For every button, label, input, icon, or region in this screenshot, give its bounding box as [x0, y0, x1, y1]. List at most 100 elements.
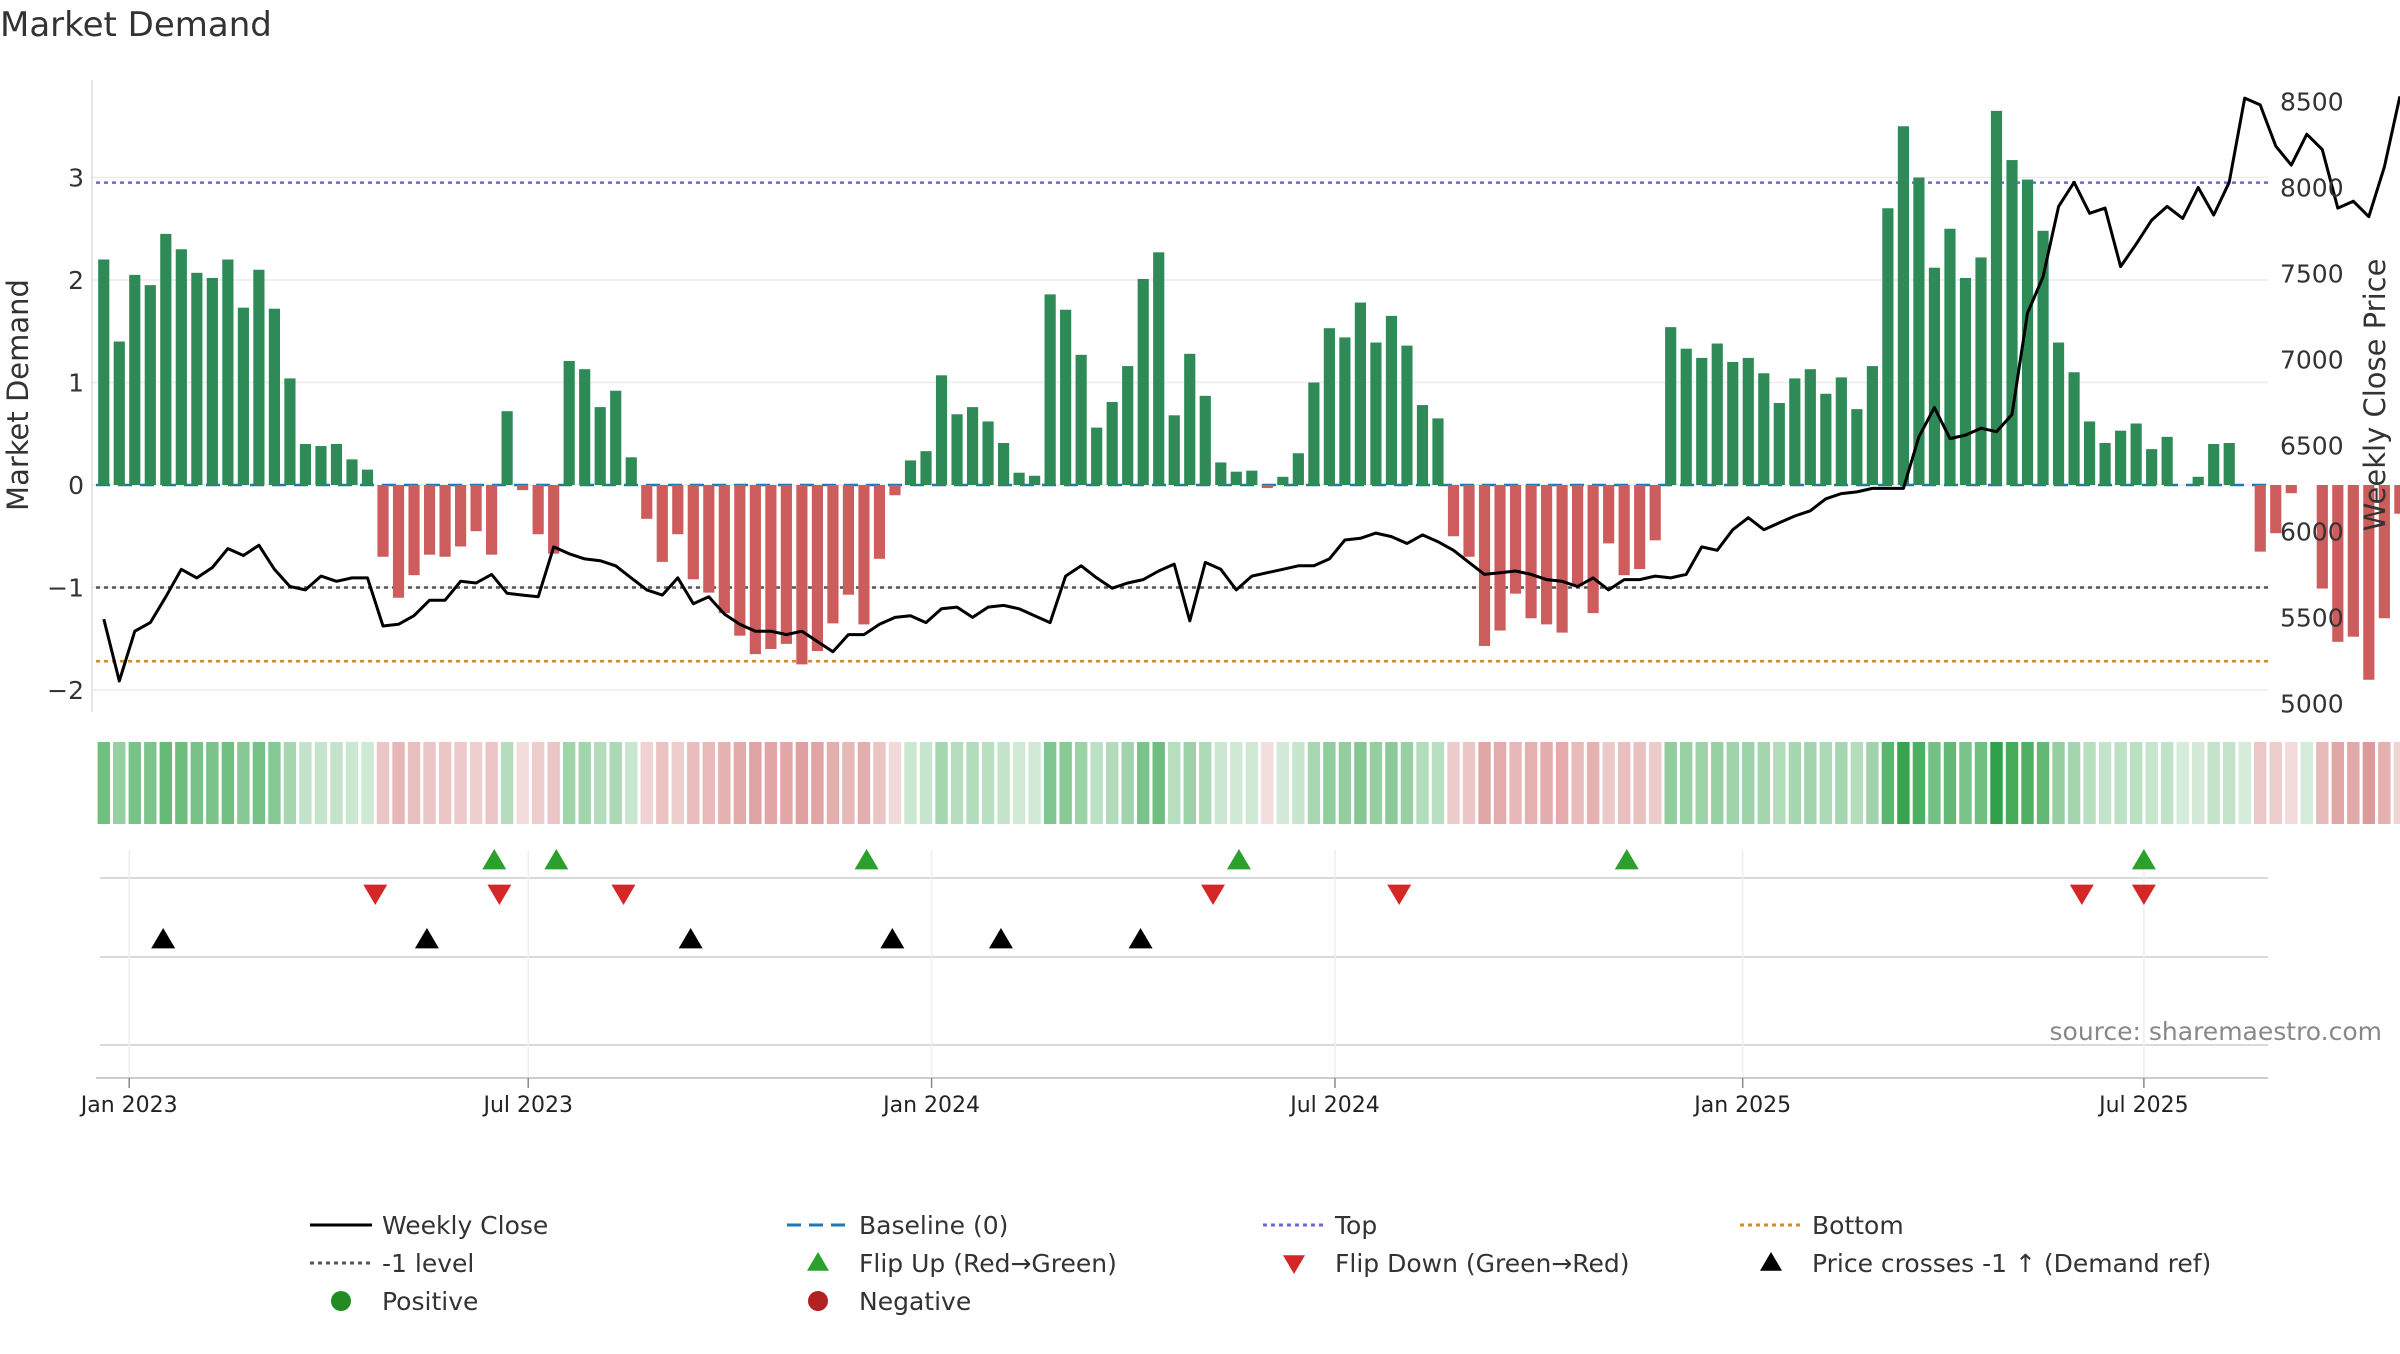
heat-cell: [1121, 742, 1134, 824]
price-cross-marker: [678, 928, 703, 949]
heat-cell: [764, 742, 778, 824]
heat-cell: [1043, 742, 1057, 824]
heat-cell: [1633, 742, 1646, 824]
heat-cell: [1261, 742, 1274, 824]
bar-positive: [284, 378, 296, 485]
bar-positive: [1137, 278, 1149, 485]
flip-up-marker: [854, 849, 879, 870]
bar-positive: [2208, 444, 2220, 485]
bar-positive: [330, 444, 343, 485]
bar-positive: [1944, 228, 1956, 485]
heat-cell: [2067, 742, 2081, 824]
heat-cell: [671, 742, 684, 824]
bar-positive: [2052, 342, 2065, 485]
event-markers: [151, 849, 2156, 949]
bar-positive: [1789, 378, 1801, 485]
heat-cell: [562, 742, 576, 824]
y-tick-label-right: 5000: [2280, 689, 2344, 718]
y-axis-label-left: Market Demand: [1, 279, 35, 511]
bar-negative: [796, 485, 808, 665]
x-tick-label: Jan 2024: [881, 1093, 980, 1118]
heat-cell: [1214, 742, 1227, 824]
bar-positive: [144, 285, 156, 486]
bar-negative: [749, 485, 761, 655]
flip-up-marker: [2131, 849, 2156, 870]
bar-positive: [1199, 395, 1211, 485]
bar-positive: [1075, 354, 1087, 485]
bar-positive: [2161, 436, 2173, 485]
heat-cell: [190, 742, 204, 824]
flip-down-marker: [487, 884, 512, 905]
heat-cell: [981, 742, 995, 824]
heat-cell: [1369, 742, 1383, 824]
heat-cell: [842, 742, 855, 824]
flip-down-marker: [611, 884, 636, 905]
bar-positive: [501, 411, 513, 485]
bar-positive: [594, 407, 606, 485]
bar-positive: [1882, 208, 1894, 485]
heat-cell: [1028, 742, 1041, 824]
heat-cell: [1711, 742, 1724, 824]
legend-swatch: [807, 1252, 829, 1271]
bar-negative: [517, 485, 529, 491]
bar-positive: [98, 259, 110, 485]
heat-cell: [1664, 742, 1677, 824]
bar-positive: [966, 407, 979, 485]
legend-item-price-cross: Price crosses -1 ↑ (Demand ref): [1760, 1249, 2211, 1278]
heat-cell: [2269, 742, 2282, 824]
bar-positive: [346, 459, 358, 486]
heat-cell: [1757, 742, 1770, 824]
heat-cell: [2347, 742, 2360, 824]
heat-cell: [1292, 742, 1305, 824]
flip-down-marker: [363, 884, 388, 905]
x-tick-label: Jan 2023: [79, 1093, 178, 1118]
bar-negative: [439, 485, 451, 557]
y-tick-label-right: 7500: [2280, 259, 2344, 288]
bar-positive: [1804, 369, 1816, 485]
legend-item-positive: Positive: [331, 1287, 478, 1316]
heat-cell: [1199, 742, 1212, 824]
heat-cell: [702, 742, 716, 824]
bar-positive: [1866, 366, 1878, 485]
bar-negative: [1572, 485, 1584, 587]
bar-positive: [1975, 257, 1987, 485]
heat-cell: [1183, 742, 1196, 824]
bar-positive: [2084, 421, 2096, 485]
heat-cell: [345, 742, 359, 824]
bar-negative: [1478, 485, 1491, 646]
marker-lanes: [100, 850, 2268, 1078]
y-tick-label-left: −2: [47, 676, 84, 705]
heat-cell: [1990, 742, 2003, 824]
heat-cell: [578, 742, 591, 824]
bar-positive: [1820, 393, 1832, 485]
flip-down-marker: [1201, 884, 1226, 905]
bar-negative: [780, 485, 792, 644]
heat-cell: [609, 742, 622, 824]
heat-cell: [252, 742, 266, 824]
bar-positive: [2146, 449, 2158, 486]
bar-positive: [982, 421, 994, 485]
heat-cell: [1400, 742, 1414, 824]
heat-cell: [1804, 742, 1817, 824]
demand-heat-strip: [97, 742, 2400, 824]
heat-cell: [2021, 742, 2034, 824]
heat-cell: [594, 742, 607, 824]
bar-negative: [423, 485, 436, 555]
bar-positive: [1246, 470, 1258, 485]
x-tick-label: Jan 2025: [1692, 1093, 1791, 1118]
bar-positive: [1851, 409, 1863, 485]
bar-positive: [920, 451, 932, 486]
bar-positive: [1665, 327, 1677, 485]
heat-cell: [1168, 742, 1181, 824]
heat-cell: [1385, 742, 1398, 824]
bar-positive: [935, 375, 948, 485]
legend-item-top: Top: [1263, 1211, 1377, 1240]
heat-cell: [1245, 742, 1259, 824]
bar-positive: [253, 269, 265, 485]
heat-cell: [2285, 742, 2298, 824]
heat-cell: [299, 742, 312, 824]
bar-positive: [1370, 342, 1382, 485]
weekly-close-line-group: [102, 95, 2400, 683]
y-tick-label-left: 1: [68, 369, 84, 398]
heat-cell: [97, 742, 110, 824]
